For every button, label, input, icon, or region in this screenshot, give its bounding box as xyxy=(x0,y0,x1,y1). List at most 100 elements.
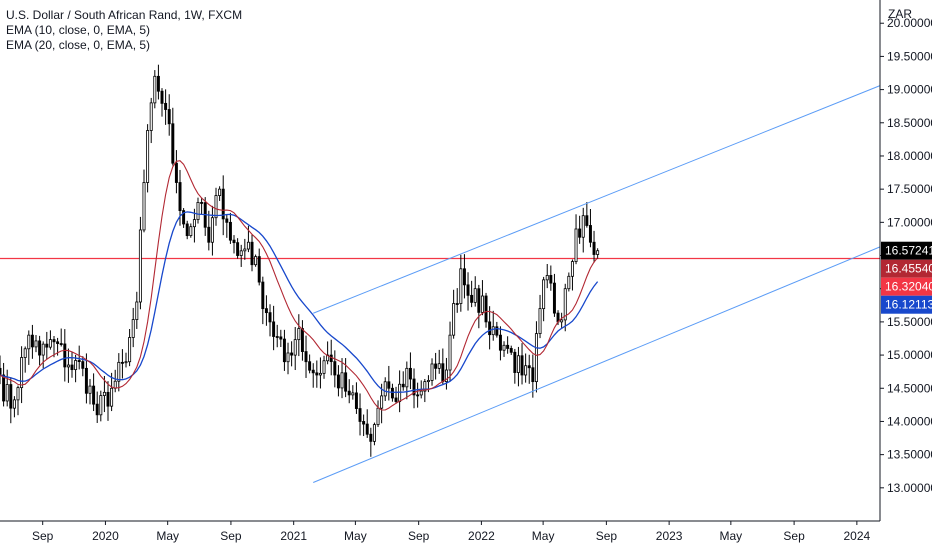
candle-body xyxy=(570,261,574,277)
candle-body xyxy=(84,367,88,394)
candle-body xyxy=(437,363,441,369)
candle-body xyxy=(221,188,225,220)
legend-symbol-title[interactable]: U.S. Dollar / South African Rand, 1W, FX… xyxy=(6,8,243,22)
candle-body xyxy=(261,281,265,310)
y-tick-label: 17.00000 xyxy=(887,215,932,229)
candle-body xyxy=(275,336,279,338)
last-price-tag-label: 16.57241 xyxy=(885,244,932,258)
candle-body xyxy=(174,162,178,183)
candle-body xyxy=(189,226,193,237)
y-tick-label: 20.00000 xyxy=(887,16,932,30)
candle-body xyxy=(405,367,409,388)
candle-body xyxy=(171,123,175,164)
ema-layer xyxy=(0,160,599,411)
x-tick-label: May xyxy=(344,529,367,543)
y-tick-label: 18.50000 xyxy=(887,116,932,130)
candle-body xyxy=(0,367,2,376)
candle-body xyxy=(290,352,294,356)
candle-body xyxy=(185,223,189,237)
hline-price-tag-box xyxy=(881,259,932,278)
candle-body xyxy=(333,361,337,376)
candle-body xyxy=(257,256,261,283)
candle-body xyxy=(369,433,373,442)
last-price-tag-box xyxy=(881,241,932,260)
channel-layer xyxy=(313,85,881,483)
candle-body xyxy=(434,363,438,369)
x-tick-label: Sep xyxy=(783,529,805,543)
candle-body xyxy=(149,102,153,131)
candle-body xyxy=(300,328,304,352)
candle-body xyxy=(254,256,258,266)
candle-body xyxy=(95,403,99,416)
candle-body xyxy=(491,326,495,336)
x-tick-label: 2023 xyxy=(656,529,683,543)
candle-body xyxy=(419,390,423,396)
candle-body xyxy=(27,334,31,350)
candle-body xyxy=(41,343,45,356)
chart-legend: U.S. Dollar / South African Rand, 1W, FX… xyxy=(6,8,242,53)
candle-body xyxy=(164,102,168,110)
candle-body xyxy=(297,328,301,341)
candle-body xyxy=(63,343,67,368)
candle-body xyxy=(308,361,312,371)
candle-body xyxy=(470,294,474,303)
candle-body xyxy=(542,279,546,310)
candle-body xyxy=(588,225,592,243)
legend-ema10[interactable]: EMA (10, close, 0, EMA, 5) xyxy=(6,23,151,37)
axes-layer: ZAR 13.00000 13.50000 14.00000 14.50000 15.00… xyxy=(0,0,932,543)
candle-body xyxy=(383,381,387,397)
candle-body xyxy=(311,369,315,374)
candle-body xyxy=(578,228,582,238)
candle-body xyxy=(304,351,308,363)
candle-body xyxy=(200,202,204,204)
candle-body xyxy=(563,288,567,321)
candle-body xyxy=(344,372,348,392)
candle-body xyxy=(426,380,430,383)
x-tick-label: May xyxy=(156,529,179,543)
candle-body xyxy=(293,339,297,356)
candle-body xyxy=(243,248,247,252)
candle-body xyxy=(182,210,186,225)
candle-body xyxy=(516,355,520,373)
candle-body xyxy=(318,372,322,376)
candle-body xyxy=(146,130,150,183)
candle-body xyxy=(167,109,171,125)
candle-body xyxy=(315,372,319,376)
candle-body xyxy=(23,348,27,358)
candle-body xyxy=(236,242,240,256)
candle-body xyxy=(207,226,211,243)
candle-body xyxy=(99,395,103,416)
candle-body xyxy=(279,336,283,340)
y-tick-label: 15.50000 xyxy=(887,315,932,329)
candle-body xyxy=(214,195,218,219)
legend-ema20[interactable]: EMA (20, close, 0, EMA, 5) xyxy=(6,38,151,52)
candle-body xyxy=(66,364,70,368)
candle-body xyxy=(527,365,531,369)
candle-body xyxy=(117,361,121,382)
candle-body xyxy=(5,384,9,402)
candle-body xyxy=(538,308,542,335)
candle-body xyxy=(423,381,427,392)
x-tick-label: 2024 xyxy=(844,529,871,543)
candle-body xyxy=(394,397,398,402)
candle-body xyxy=(56,341,60,344)
ema10-price-tag-label: 16.32040 xyxy=(885,280,932,294)
candle-body xyxy=(196,202,200,221)
candle-body xyxy=(329,354,333,363)
candle-body xyxy=(524,365,528,376)
candle-body xyxy=(567,275,571,290)
candle-body xyxy=(110,387,114,407)
ema20-price-tag-label: 16.12113 xyxy=(885,298,932,312)
y-tick-label: 18.00000 xyxy=(887,149,932,163)
candle-body xyxy=(502,344,506,351)
candle-body xyxy=(138,229,142,303)
ema20-price-tag-box xyxy=(881,295,932,314)
candle-body xyxy=(387,381,391,389)
candle-body xyxy=(380,395,384,409)
candle-body xyxy=(455,303,459,305)
candle-body xyxy=(534,333,538,383)
candle-body xyxy=(376,407,380,426)
candle-body xyxy=(228,221,232,241)
